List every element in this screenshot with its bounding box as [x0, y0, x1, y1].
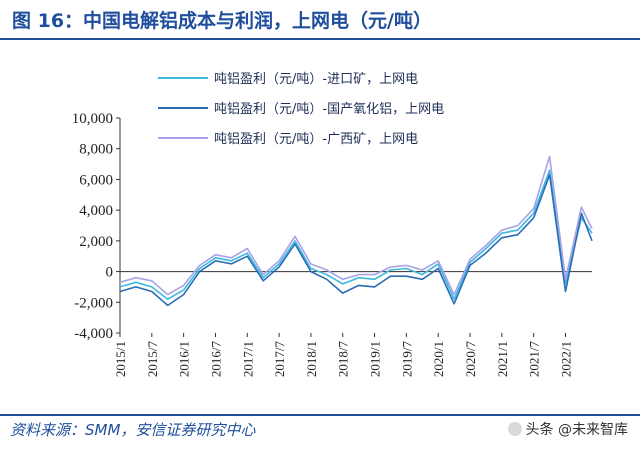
source-note: 资料来源：SMM，安信证券研究中心 [10, 421, 256, 439]
chart-axes: 10,0008,0006,0004,0002,0000-2,000-4,0002… [72, 111, 592, 377]
y-tick-label: 6,000 [79, 172, 113, 188]
x-tick-label: 2021/1 [495, 341, 510, 377]
watermark-logo-icon [507, 422, 522, 436]
x-tick-label: 2021/7 [527, 341, 542, 378]
legend-label-3: 吨铝盈利（元/吨）-广西矿，上网电 [214, 132, 418, 147]
x-tick-label: 2019/7 [399, 341, 414, 378]
x-tick-label: 2019/1 [368, 341, 383, 377]
x-tick-label: 2016/1 [177, 341, 192, 377]
y-tick-label: 4,000 [79, 203, 113, 219]
series-line-3 [119, 155, 593, 296]
x-tick-label: 2015/1 [113, 341, 128, 377]
y-tick-label: -2,000 [74, 295, 113, 311]
y-tick-label: 0 [106, 265, 114, 281]
chart-lines [119, 155, 593, 307]
x-tick-label: 2015/7 [145, 341, 160, 378]
title-bar: 图 16：中国电解铝成本与利润，上网电（元/吨） [0, 0, 640, 40]
legend-label-1: 吨铝盈利（元/吨）-进口矿，上网电 [214, 72, 418, 87]
y-tick-label: 2,000 [79, 234, 113, 250]
line-chart: 吨铝盈利（元/吨）-进口矿，上网电吨铝盈利（元/吨）-国产氧化铝，上网电吨铝盈利… [72, 72, 593, 377]
series-line-2 [119, 174, 593, 307]
y-tick-label: -4,000 [74, 326, 113, 342]
footer-divider [0, 414, 640, 416]
x-tick-label: 2020/7 [463, 341, 478, 378]
x-tick-label: 2018/1 [304, 341, 319, 377]
x-tick-label: 2016/7 [208, 341, 223, 378]
x-tick-label: 2017/7 [272, 341, 287, 378]
chart-title: 图 16：中国电解铝成本与利润，上网电（元/吨） [12, 10, 432, 32]
y-tick-label: 8,000 [79, 142, 113, 158]
x-tick-label: 2020/1 [431, 341, 446, 377]
x-tick-label: 2017/1 [240, 341, 255, 377]
watermark-text: 头条 @未来智库 [525, 422, 628, 438]
series-line-1 [119, 169, 593, 301]
watermark: 头条 @未来智库 [507, 419, 628, 439]
chart-legend: 吨铝盈利（元/吨）-进口矿，上网电吨铝盈利（元/吨）-国产氧化铝，上网电吨铝盈利… [158, 72, 444, 147]
y-tick-label: 10,000 [72, 111, 113, 127]
x-tick-label: 2018/7 [336, 341, 351, 378]
legend-label-2: 吨铝盈利（元/吨）-国产氧化铝，上网电 [214, 102, 444, 117]
x-tick-label: 2022/1 [558, 341, 573, 377]
